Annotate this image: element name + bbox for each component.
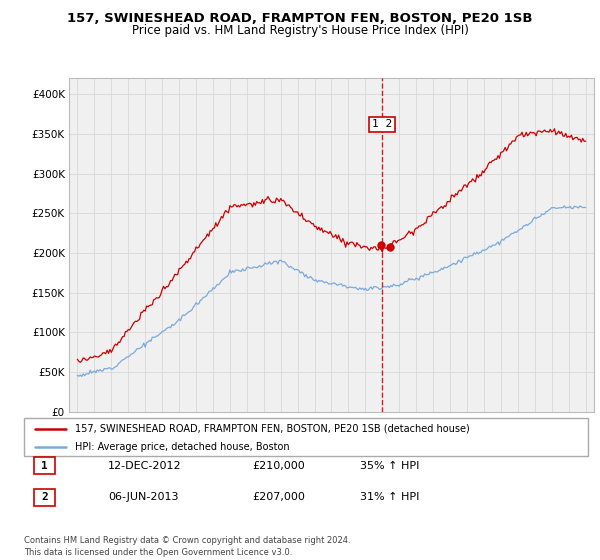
Text: 06-JUN-2013: 06-JUN-2013 (108, 492, 179, 502)
Text: Price paid vs. HM Land Registry's House Price Index (HPI): Price paid vs. HM Land Registry's House … (131, 24, 469, 36)
Text: 31% ↑ HPI: 31% ↑ HPI (360, 492, 419, 502)
FancyBboxPatch shape (34, 458, 55, 474)
Text: £207,000: £207,000 (252, 492, 305, 502)
Text: 157, SWINESHEAD ROAD, FRAMPTON FEN, BOSTON, PE20 1SB: 157, SWINESHEAD ROAD, FRAMPTON FEN, BOST… (67, 12, 533, 25)
Text: 157, SWINESHEAD ROAD, FRAMPTON FEN, BOSTON, PE20 1SB (detached house): 157, SWINESHEAD ROAD, FRAMPTON FEN, BOST… (75, 423, 470, 433)
FancyBboxPatch shape (24, 418, 588, 456)
FancyBboxPatch shape (34, 489, 55, 506)
Text: Contains HM Land Registry data © Crown copyright and database right 2024.
This d: Contains HM Land Registry data © Crown c… (24, 536, 350, 557)
Text: 12-DEC-2012: 12-DEC-2012 (108, 461, 182, 471)
Text: 1: 1 (41, 461, 48, 471)
Text: HPI: Average price, detached house, Boston: HPI: Average price, detached house, Bost… (75, 442, 289, 452)
Text: 2: 2 (41, 492, 48, 502)
Text: 35% ↑ HPI: 35% ↑ HPI (360, 461, 419, 471)
Text: 1 2: 1 2 (372, 119, 392, 129)
Text: £210,000: £210,000 (252, 461, 305, 471)
